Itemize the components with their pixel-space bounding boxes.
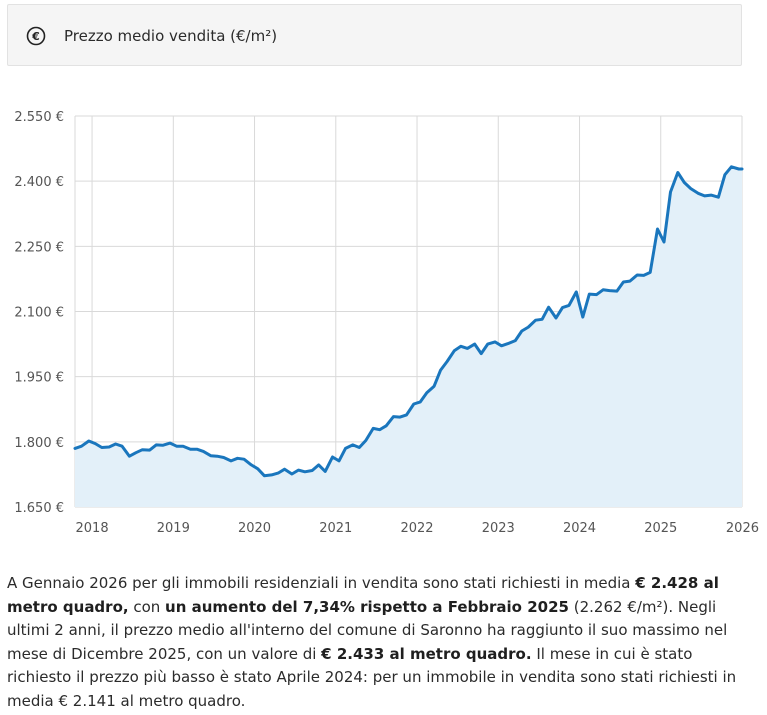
desc-bold-price: € 2.428 al metro quadro, xyxy=(7,574,719,616)
y-tick-label: 1.950 € xyxy=(14,371,64,386)
x-tick-label: 2026 xyxy=(726,521,759,536)
x-tick-label: 2023 xyxy=(482,521,515,536)
desc-text-2: con xyxy=(128,597,166,616)
y-axis-labels: 1.650 € 1.800 € 1.950 € 2.100 € 2.250 € 2.400… xyxy=(14,110,64,516)
svg-text:€: € xyxy=(31,30,40,43)
x-axis-labels: 2018 2019 2020 2021 2022 2023 2024 2025 2026 xyxy=(76,521,759,536)
desc-text-3: (2.262 €/m²). Negli ultimi 2 anni, il pr… xyxy=(7,597,728,663)
desc-bold-increase: un aumento del 7,34% rispetto a Febbraio… xyxy=(165,597,569,616)
desc-text-1: A Gennaio 2026 per gli immobili residenz… xyxy=(7,574,636,592)
x-tick-label: 2019 xyxy=(157,521,190,536)
chart-header: € Prezzo medio vendita (€/m²) xyxy=(7,4,742,66)
x-tick-label: 2018 xyxy=(76,521,109,536)
y-tick-label: 2.550 € xyxy=(14,110,64,125)
x-tick-label: 2024 xyxy=(563,521,596,536)
chart-title: Prezzo medio vendita (€/m²) xyxy=(64,27,278,45)
price-chart: 1.650 € 1.800 € 1.950 € 2.100 € 2.250 € 2.400… xyxy=(14,110,759,536)
y-tick-label: 2.250 € xyxy=(14,240,64,255)
y-tick-label: 1.800 € xyxy=(14,436,64,451)
y-tick-label: 2.100 € xyxy=(14,306,64,321)
x-tick-label: 2020 xyxy=(238,521,271,536)
x-tick-label: 2025 xyxy=(644,521,677,536)
area-fill xyxy=(75,166,742,508)
series-line xyxy=(73,165,744,478)
x-tick-label: 2022 xyxy=(400,521,433,536)
euro-circle-icon: € xyxy=(26,26,46,46)
chart-description: A Gennaio 2026 per gli immobili residenz… xyxy=(7,572,747,713)
x-tick-label: 2021 xyxy=(319,521,352,536)
desc-bold-max: € 2.433 al metro quadro. xyxy=(321,644,532,663)
desc-text-4: Il mese in cui è stato richiesto il prez… xyxy=(7,644,737,710)
y-tick-label: 2.400 € xyxy=(14,175,64,190)
y-tick-label: 1.650 € xyxy=(14,501,64,516)
